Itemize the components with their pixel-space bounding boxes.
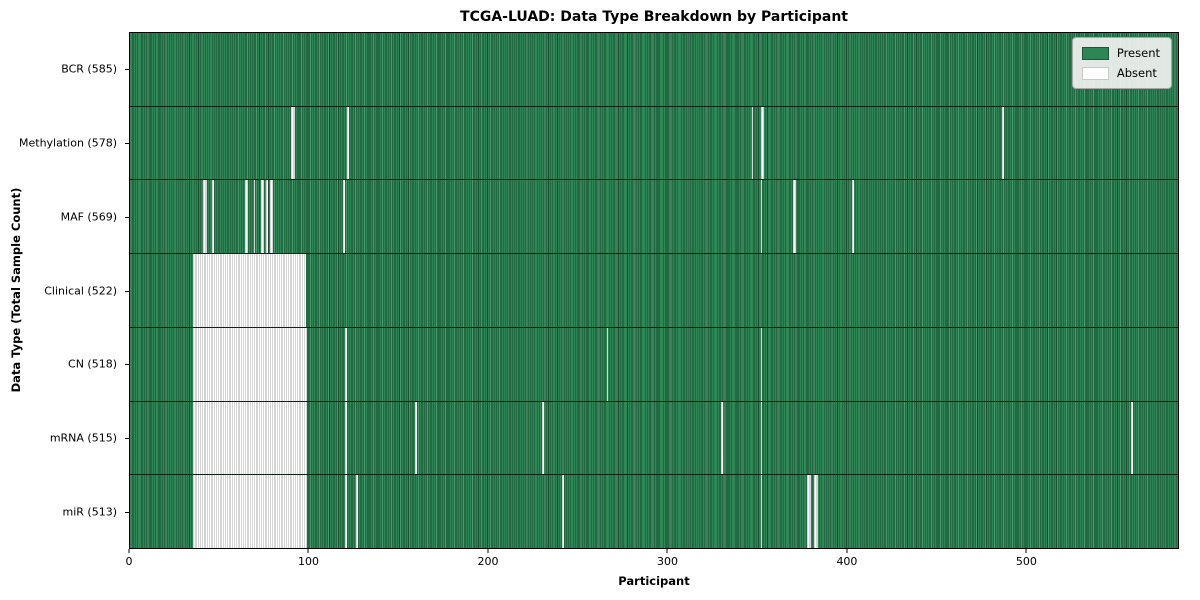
y-tick-mark <box>125 438 129 440</box>
absent-gap <box>344 401 347 475</box>
legend-item-absent: Absent <box>1081 66 1160 80</box>
y-tick-label: BCR (585) <box>61 62 117 76</box>
absent-gap <box>266 180 268 254</box>
x-tick-mark <box>128 549 130 553</box>
y-tick-label: Clinical (522) <box>44 284 117 297</box>
y-tick-mark <box>125 512 129 514</box>
absent-gap <box>192 475 308 549</box>
plot-row-mir <box>130 475 1178 549</box>
x-tick-mark <box>307 549 309 553</box>
x-tick-mark <box>487 549 489 553</box>
absent-gap <box>414 401 417 475</box>
plot-row-cn <box>130 327 1178 402</box>
legend-label-absent: Absent <box>1116 66 1157 80</box>
absent-gap <box>1131 401 1134 475</box>
x-tick-label: 400 <box>836 555 858 568</box>
y-tick-mark <box>125 364 129 366</box>
absent-gap <box>346 106 349 180</box>
legend-swatch-absent-icon <box>1081 66 1109 80</box>
y-tick-label: CN (518) <box>68 357 117 371</box>
absent-gap <box>269 180 274 254</box>
absent-gap <box>760 180 763 254</box>
y-tick-mark <box>125 216 129 218</box>
absent-gap <box>792 180 797 254</box>
absent-gap <box>291 106 295 180</box>
legend: Present Absent <box>1071 37 1172 89</box>
y-tick-label: miR (513) <box>62 505 118 519</box>
y-tick-label: MAF (569) <box>60 210 117 224</box>
absent-gap <box>814 475 818 549</box>
absent-gap <box>1002 106 1005 180</box>
plot-row-bcr <box>130 33 1178 107</box>
x-tick-label: 200 <box>477 555 499 568</box>
legend-label-present: Present <box>1116 46 1160 60</box>
chart-title: TCGA-LUAD: Data Type Breakdown by Partic… <box>460 9 848 25</box>
absent-gap <box>751 106 754 180</box>
absent-gap <box>203 180 208 254</box>
absent-gap <box>344 475 347 549</box>
y-axis-ticks: BCR (585) Methylation (578) MAF (569) Clini… <box>0 32 129 549</box>
absent-gap <box>760 401 763 475</box>
x-tick-mark <box>846 549 848 553</box>
absent-gap <box>192 254 306 327</box>
absent-gap <box>192 401 308 475</box>
x-tick-mark <box>1025 549 1027 553</box>
absent-gap <box>542 401 544 475</box>
plot-area <box>129 32 1179 549</box>
absent-gap <box>244 180 249 254</box>
absent-gap <box>212 180 215 254</box>
y-tick-label: mRNA (515) <box>49 431 117 445</box>
absent-gap <box>253 180 256 254</box>
absent-gap <box>343 180 345 254</box>
x-tick-label: 0 <box>125 555 133 568</box>
x-axis-label: Participant <box>618 574 690 588</box>
y-tick-mark <box>125 142 129 144</box>
absent-gap <box>851 180 854 254</box>
legend-item-present: Present <box>1081 46 1160 60</box>
absent-gap <box>355 475 358 549</box>
absent-gap <box>760 327 763 401</box>
absent-gap <box>606 327 609 401</box>
x-tick-label: 500 <box>1015 555 1037 568</box>
absent-gap <box>561 475 564 549</box>
y-tick-label: Methylation (578) <box>19 136 117 150</box>
x-tick-label: 100 <box>297 555 319 568</box>
absent-gap <box>192 327 308 401</box>
x-axis-ticks: 0 100 200 300 400 500 <box>125 549 1179 569</box>
absent-gap <box>344 327 347 401</box>
y-tick-mark <box>125 290 129 292</box>
absent-gap <box>721 401 723 475</box>
plot-row-methylation <box>130 106 1178 181</box>
absent-gap <box>260 180 265 254</box>
x-tick-label: 300 <box>656 555 678 568</box>
absent-gap <box>807 475 811 549</box>
absent-gap <box>760 475 763 549</box>
plot-row-maf <box>130 180 1178 255</box>
plot-rows <box>130 33 1178 549</box>
plot-row-mrna <box>130 401 1178 476</box>
x-tick-mark <box>666 549 668 553</box>
legend-swatch-present-icon <box>1081 46 1109 60</box>
absent-gap <box>760 106 765 180</box>
plot-row-clinical <box>130 254 1178 328</box>
y-tick-mark <box>125 68 129 70</box>
